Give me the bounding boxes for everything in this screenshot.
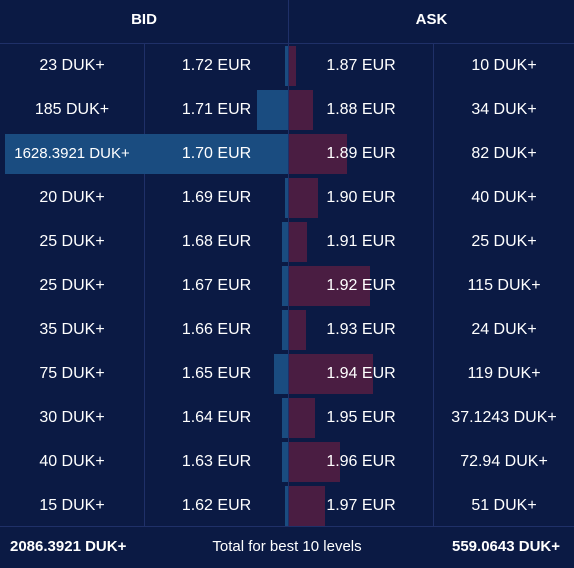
bid-depth-bar — [5, 134, 288, 174]
bid-quantity: 1628.3921 DUK+ — [14, 145, 130, 162]
ask-depth-bar — [289, 90, 313, 130]
bid-quantity: 23 DUK+ — [39, 57, 105, 74]
ask-depth-bar — [289, 486, 325, 526]
bid-total: 2086.3921 DUK+ — [10, 538, 127, 555]
order-row[interactable]: 25 DUK+ 1.67 EUR 1.92 EUR 115 DUK+ — [0, 264, 574, 308]
ask-price: 1.89 EUR — [326, 145, 396, 162]
ask-price: 1.95 EUR — [326, 409, 396, 426]
order-book-footer: Total for best 10 levels 2086.3921 DUK+ … — [0, 526, 574, 567]
bid-depth-bar — [257, 90, 288, 130]
order-row[interactable]: 1628.3921 DUK+ 1.70 EUR 1.89 EUR 82 DUK+ — [0, 132, 574, 176]
bid-quantity: 75 DUK+ — [39, 365, 105, 382]
ask-header: ASK — [415, 11, 448, 28]
order-book-header: BID ASK — [0, 0, 574, 44]
ask-price: 1.87 EUR — [326, 57, 396, 74]
bid-price: 1.62 EUR — [181, 497, 252, 514]
ask-depth-bar — [289, 266, 370, 306]
bid-depth-bar — [285, 46, 288, 86]
ask-depth-bar — [289, 310, 306, 350]
bid-price: 1.67 EUR — [181, 277, 252, 294]
order-row[interactable]: 15 DUK+ 1.62 EUR 1.97 EUR 51 DUK+ — [0, 484, 574, 528]
bid-depth-bar — [282, 398, 288, 438]
ask-depth-bar — [289, 134, 347, 174]
bid-depth-bar — [282, 442, 288, 482]
ask-price: 1.93 EUR — [326, 321, 396, 338]
bid-quantity: 30 DUK+ — [39, 409, 105, 426]
bid-column-divider — [144, 44, 145, 526]
header-divider — [0, 43, 574, 44]
bid-quantity: 185 DUK+ — [34, 101, 110, 118]
ask-quantity: 37.1243 DUK+ — [451, 409, 557, 426]
bid-quantity: 35 DUK+ — [39, 321, 105, 338]
ask-quantity: 40 DUK+ — [471, 189, 537, 206]
order-row[interactable]: 30 DUK+ 1.64 EUR 1.95 EUR 37.1243 DUK+ — [0, 396, 574, 440]
order-row[interactable]: 23 DUK+ 1.72 EUR 1.87 EUR 10 DUK+ — [0, 44, 574, 88]
order-row[interactable]: 20 DUK+ 1.69 EUR 1.90 EUR 40 DUK+ — [0, 176, 574, 220]
bid-price: 1.64 EUR — [181, 409, 252, 426]
ask-depth-bar — [289, 398, 315, 438]
ask-quantity: 10 DUK+ — [471, 57, 537, 74]
bid-quantity: 20 DUK+ — [39, 189, 105, 206]
ask-depth-bar — [289, 222, 307, 262]
bid-price: 1.72 EUR — [181, 57, 252, 74]
ask-quantity: 115 DUK+ — [467, 277, 541, 294]
footer-divider — [0, 526, 574, 527]
ask-column-divider — [433, 44, 434, 526]
bid-price: 1.63 EUR — [181, 453, 252, 470]
ask-quantity: 72.94 DUK+ — [460, 453, 548, 470]
ask-price: 1.91 EUR — [326, 233, 396, 250]
ask-quantity: 24 DUK+ — [471, 321, 537, 338]
bid-price: 1.71 EUR — [181, 101, 252, 118]
footer-label: Total for best 10 levels — [212, 538, 362, 555]
bid-header: BID — [131, 11, 157, 28]
bid-quantity: 15 DUK+ — [39, 497, 105, 514]
bid-price: 1.66 EUR — [181, 321, 252, 338]
ask-quantity: 25 DUK+ — [471, 233, 537, 250]
bid-depth-bar — [285, 486, 288, 526]
bid-price: 1.65 EUR — [181, 365, 252, 382]
bid-depth-bar — [282, 310, 288, 350]
bid-quantity: 25 DUK+ — [39, 233, 105, 250]
ask-depth-bar — [289, 354, 373, 394]
order-row[interactable]: 185 DUK+ 1.71 EUR 1.88 EUR 34 DUK+ — [0, 88, 574, 132]
order-row[interactable]: 75 DUK+ 1.65 EUR 1.94 EUR 119 DUK+ — [0, 352, 574, 396]
ask-total: 559.0643 DUK+ — [452, 538, 560, 555]
ask-price: 1.90 EUR — [326, 189, 396, 206]
bid-quantity: 25 DUK+ — [39, 277, 105, 294]
bid-depth-bar — [274, 354, 288, 394]
bid-depth-bar — [282, 266, 288, 306]
order-row[interactable]: 25 DUK+ 1.68 EUR 1.91 EUR 25 DUK+ — [0, 220, 574, 264]
ask-quantity: 51 DUK+ — [471, 497, 537, 514]
bid-depth-bar — [282, 222, 288, 262]
ask-price: 1.97 EUR — [326, 497, 396, 514]
ask-price: 1.94 EUR — [326, 365, 396, 382]
bid-price: 1.69 EUR — [181, 189, 252, 206]
order-row[interactable]: 40 DUK+ 1.63 EUR 1.96 EUR 72.94 DUK+ — [0, 440, 574, 484]
ask-depth-bar — [289, 442, 340, 482]
ask-price: 1.88 EUR — [326, 101, 396, 118]
bid-quantity: 40 DUK+ — [39, 453, 105, 470]
order-row[interactable]: 35 DUK+ 1.66 EUR 1.93 EUR 24 DUK+ — [0, 308, 574, 352]
bid-price: 1.70 EUR — [181, 145, 252, 162]
order-book-rows: 23 DUK+ 1.72 EUR 1.87 EUR 10 DUK+ 185 DUK+ 1.… — [0, 44, 574, 526]
bid-price: 1.68 EUR — [181, 233, 252, 250]
bid-depth-bar — [285, 178, 288, 218]
ask-quantity: 119 DUK+ — [467, 365, 541, 382]
ask-depth-bar — [289, 178, 318, 218]
ask-price: 1.96 EUR — [326, 453, 396, 470]
center-divider — [288, 0, 289, 526]
ask-price: 1.92 EUR — [326, 277, 396, 294]
ask-quantity: 34 DUK+ — [471, 101, 537, 118]
ask-depth-bar — [289, 46, 296, 86]
ask-quantity: 82 DUK+ — [471, 145, 537, 162]
